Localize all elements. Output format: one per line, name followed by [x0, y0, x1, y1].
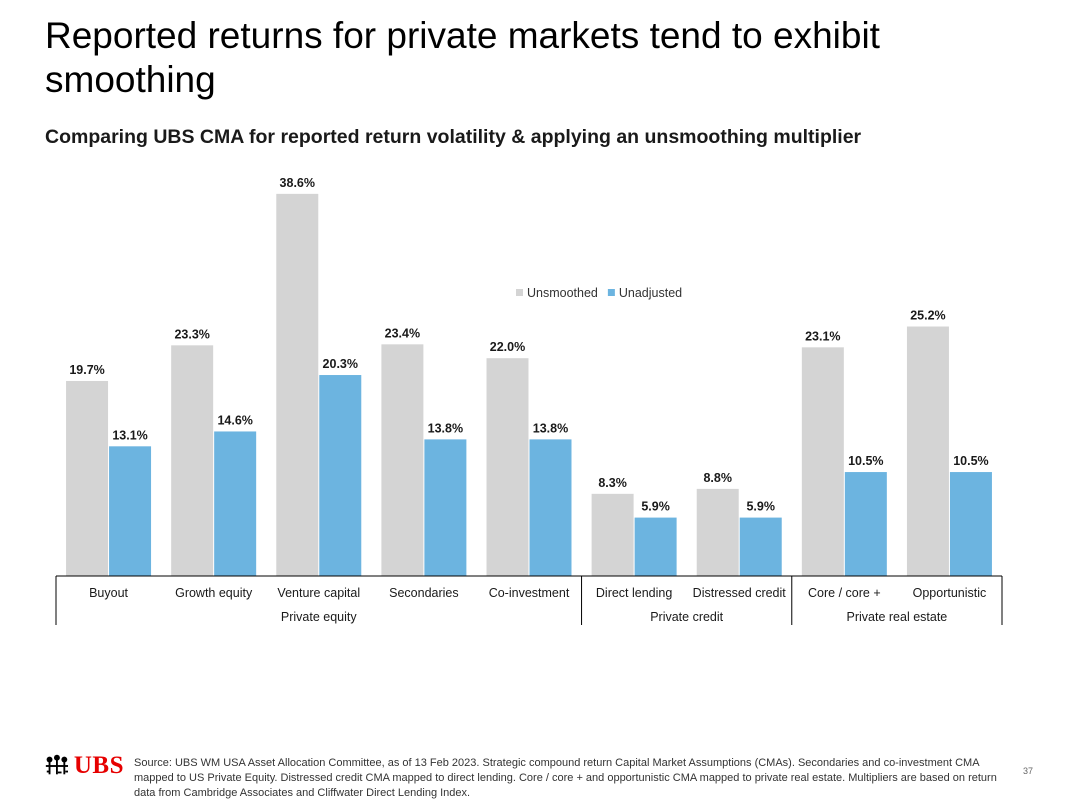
data-label-unadjusted-venture-capital: 20.3% [323, 357, 358, 371]
category-label-opportunistic: Opportunistic [913, 586, 987, 600]
page-number: 37 [1022, 766, 1033, 776]
bar-chart: 19.7% 13.1% Buyout 23.3% 14.6% Growth equity 3… [55, 176, 1003, 625]
data-label-unadjusted-co-investment: 13.8% [533, 421, 568, 435]
bar-unadjusted-venture-capital [319, 375, 362, 576]
data-label-unsmoothed-distressed-credit: 8.8% [703, 471, 732, 485]
bar-unadjusted-distressed-credit [739, 517, 782, 576]
data-label-unadjusted-distressed-credit: 5.9% [746, 500, 775, 514]
data-label-unsmoothed-venture-capital: 38.6% [280, 176, 315, 190]
logo-text: UBS [73, 752, 124, 779]
bar-unsmoothed-core-core [801, 347, 844, 576]
group-label-private-credit: Private credit [650, 610, 723, 624]
data-label-unsmoothed-direct-lending: 8.3% [598, 476, 627, 490]
legend-label-unadjusted: Unadjusted [619, 286, 682, 300]
category-label-growth-equity: Growth equity [175, 586, 253, 600]
data-label-unadjusted-growth-equity: 14.6% [217, 413, 252, 427]
legend-label-unsmoothed: Unsmoothed [527, 286, 598, 300]
bar-unsmoothed-secondaries [381, 344, 424, 576]
page-title: Reported returns for private markets ten… [45, 15, 880, 100]
bar-unadjusted-co-investment [529, 439, 572, 576]
data-label-unadjusted-secondaries: 13.8% [428, 421, 463, 435]
legend-swatch-unadjusted [607, 289, 615, 296]
bar-unadjusted-buyout [109, 446, 152, 576]
bar-unsmoothed-buyout [66, 380, 109, 576]
data-label-unsmoothed-co-investment: 22.0% [490, 340, 525, 354]
category-label-buyout: Buyout [89, 586, 128, 600]
page-subtitle: Comparing UBS CMA for reported return vo… [45, 126, 862, 148]
data-label-unsmoothed-core-core: 23.1% [805, 329, 840, 343]
bar-unsmoothed-opportunistic [906, 326, 949, 576]
keys-icon [45, 754, 69, 775]
bar-unadjusted-core-core [844, 472, 887, 576]
bar-unadjusted-direct-lending [634, 517, 677, 576]
category-label-core-core: Core / core + [808, 586, 881, 600]
data-label-unadjusted-opportunistic: 10.5% [953, 454, 988, 468]
category-label-venture-capital: Venture capital [277, 586, 360, 600]
data-label-unsmoothed-buyout: 19.7% [69, 363, 104, 377]
bar-unsmoothed-venture-capital [276, 193, 319, 577]
bar-unsmoothed-co-investment [486, 358, 529, 576]
data-label-unadjusted-core-core: 10.5% [848, 454, 883, 468]
data-label-unadjusted-buyout: 13.1% [112, 428, 147, 442]
source-note: Source: UBS WM USA Asset Allocation Comm… [134, 757, 997, 799]
category-label-secondaries: Secondaries [389, 586, 459, 600]
bar-unadjusted-secondaries [424, 439, 467, 576]
data-label-unsmoothed-secondaries: 23.4% [385, 326, 420, 340]
category-label-distressed-credit: Distressed credit [693, 586, 787, 600]
category-label-direct-lending: Direct lending [596, 586, 672, 600]
data-label-unsmoothed-growth-equity: 23.3% [174, 327, 209, 341]
legend-swatch-unsmoothed [516, 289, 523, 296]
group-label-private-real-estate: Private real estate [847, 610, 948, 624]
bar-unadjusted-opportunistic [949, 472, 992, 576]
bar-unsmoothed-direct-lending [591, 493, 634, 576]
bar-unsmoothed-distressed-credit [696, 488, 739, 576]
data-label-unadjusted-direct-lending: 5.9% [641, 500, 670, 514]
group-label-private-equity: Private equity [281, 610, 357, 624]
ubs-logo: UBS [44, 751, 124, 781]
category-label-co-investment: Co-investment [489, 586, 570, 600]
bar-unadjusted-growth-equity [214, 431, 257, 576]
bar-unsmoothed-growth-equity [171, 345, 214, 576]
data-label-unsmoothed-opportunistic: 25.2% [910, 309, 945, 323]
